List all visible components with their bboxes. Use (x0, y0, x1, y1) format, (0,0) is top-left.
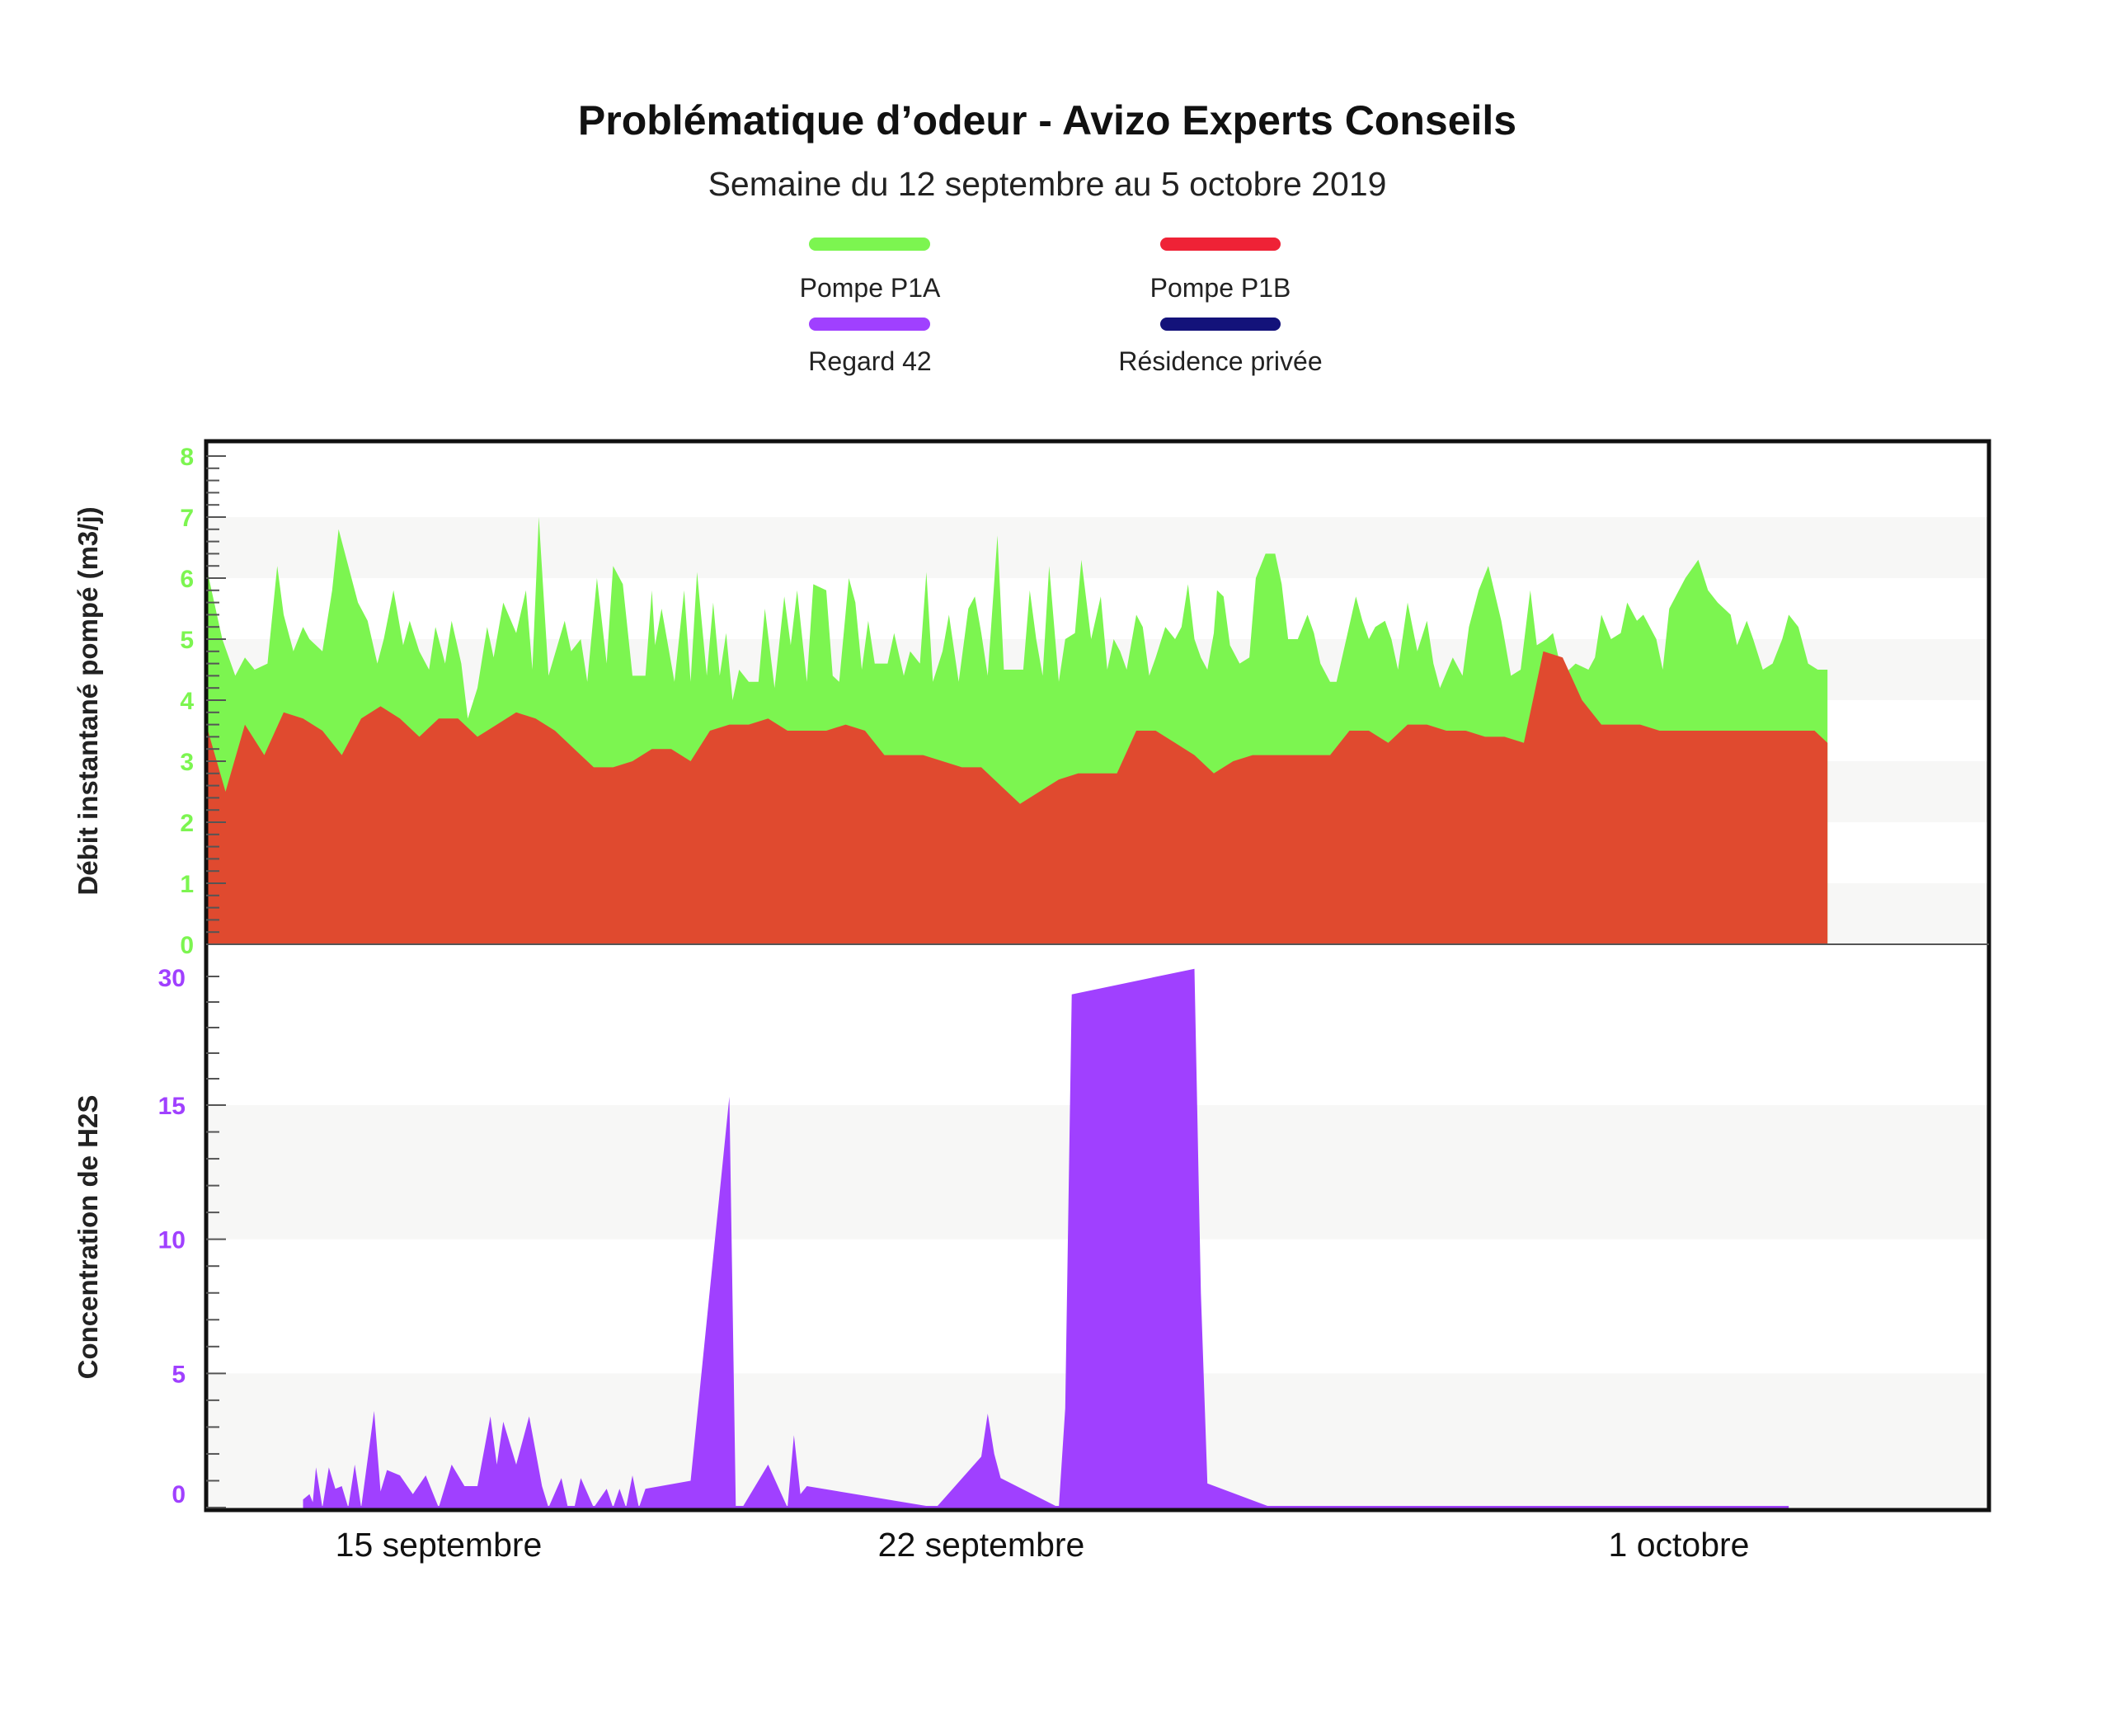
y-axis-label-flow: Débit instantané pompé (m3/j) (73, 506, 103, 895)
data-areas (206, 517, 1828, 1509)
grid-band-flow (206, 517, 1989, 578)
legend: Pompe P1A Pompe P1B Regard 42 Résidence … (800, 238, 1323, 376)
series-area-pompe-p1b (206, 651, 1828, 944)
y-tick-label-flow: 8 (180, 444, 194, 471)
legend-label-regard42: Regard 42 (808, 346, 931, 376)
axes: 0 1 2 3 4 5 6 7 8 0 5 10 15 30 15 septembre 22 septembr… (158, 439, 1991, 1564)
y-tick-label-flow: 1 (180, 871, 194, 898)
chart-title: Problématique d’odeur - Avizo Experts Co… (578, 97, 1516, 143)
chart-subtitle: Semaine du 12 septembre au 5 octobre 201… (708, 165, 1387, 203)
y-tick-label-h2s: 10 (158, 1227, 186, 1254)
y-tick-label-flow: 3 (180, 749, 194, 776)
x-tick-label: 1 octobre (1609, 1526, 1750, 1564)
legend-label-p1b: Pompe P1B (1150, 273, 1291, 303)
y-tick-label-h2s: 5 (172, 1361, 186, 1388)
y-tick-label-h2s: 0 (172, 1481, 186, 1508)
y-tick-label-flow: 6 (180, 566, 194, 593)
y-axis-label-h2s: Concentration de H2S (73, 1095, 103, 1380)
y-tick-label-flow: 5 (180, 627, 194, 654)
legend-label-p1a: Pompe P1A (800, 273, 941, 303)
y-tick-label-flow: 4 (180, 688, 194, 715)
y-tick-label-flow: 0 (180, 932, 194, 959)
legend-label-residence: Résidence privée (1118, 346, 1322, 376)
y-tick-label-h2s: 15 (158, 1093, 186, 1120)
y-tick-label-h2s: 30 (158, 965, 186, 992)
x-tick-label: 15 septembre (336, 1526, 543, 1564)
y-tick-label-flow: 7 (180, 505, 194, 532)
x-tick-label: 22 septembre (878, 1526, 1085, 1564)
y-tick-label-flow: 2 (180, 810, 194, 837)
